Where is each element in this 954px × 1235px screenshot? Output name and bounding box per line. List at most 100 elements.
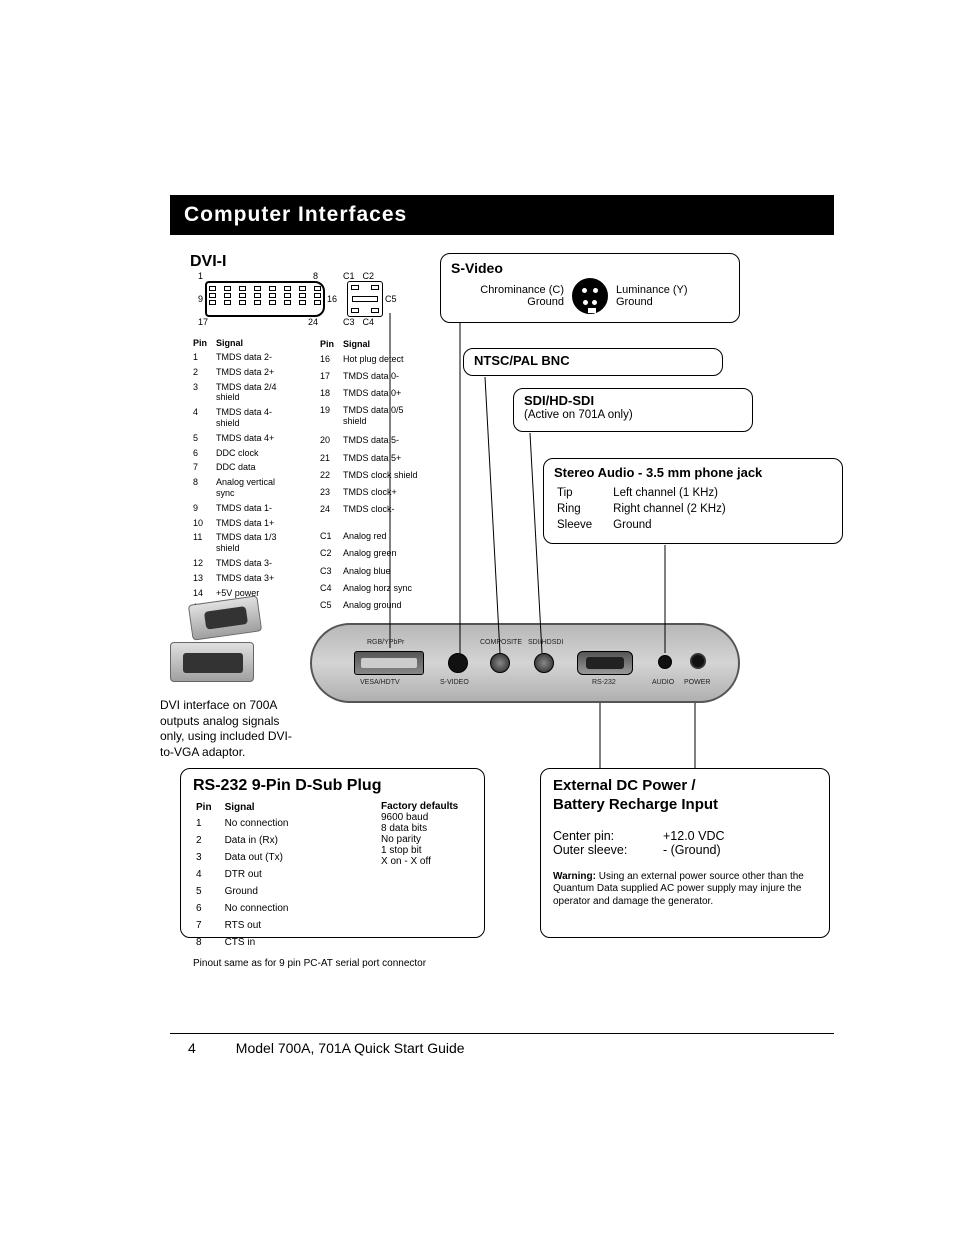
power-warning: Warning: Using an external power source …	[553, 871, 817, 909]
device-rear-panel: RGB/YPbPr VESA/HDTV S-VIDEO COMPOSITE SD…	[310, 623, 740, 703]
rs232-footnote: Pinout same as for 9 pin PC-AT serial po…	[193, 958, 472, 969]
rs232-port-icon	[577, 651, 633, 675]
audio-table: TipLeft channel (1 KHz) RingRight channel…	[554, 484, 729, 534]
table-row: 7DDC data	[192, 461, 301, 474]
audio-title: Stereo Audio - 3.5 mm phone jack	[554, 465, 832, 480]
footer-rule	[170, 1033, 834, 1034]
dvi-title: DVI-I	[190, 253, 226, 271]
port-label: COMPOSITE	[480, 639, 522, 646]
bnc-port-icon	[534, 653, 554, 673]
table-row: 1TMDS data 2-	[192, 351, 301, 364]
svideo-box: S-Video Chrominance (C) Ground Luminance…	[440, 253, 740, 323]
section-title: Computer Interfaces	[170, 195, 834, 235]
table-row: C3Analog blue	[319, 565, 428, 580]
ntsc-box: NTSC/PAL BNC	[463, 348, 723, 376]
table-row: 8CTS in	[195, 935, 299, 950]
svideo-connector-icon	[572, 278, 608, 314]
dvi-connector-diagram: 1 8 9	[198, 271, 397, 327]
rs232-default: X on - X off	[381, 856, 458, 867]
content-area: DVI-I 1 8 9	[170, 253, 834, 1023]
port-label: RGB/YPbPr	[367, 639, 404, 646]
table-header: Signal	[215, 337, 301, 349]
page-footer: 4 Model 700A, 701A Quick Start Guide	[170, 1040, 834, 1056]
table-row: RingRight channel (2 KHz)	[556, 502, 727, 516]
dvi-pin-label: 9	[198, 294, 203, 304]
table-row: 4DTR out	[195, 867, 299, 882]
dvi-pin-label: C4	[363, 317, 375, 327]
table-row: 20TMDS data 5-	[319, 434, 428, 449]
dvi-pin-label: 16	[327, 294, 337, 304]
page-number: 4	[188, 1040, 196, 1056]
table-row: 2Data in (Rx)	[195, 833, 299, 848]
dvi-pin-label: 24	[308, 317, 318, 327]
dvi-pin-label: 17	[198, 317, 208, 327]
table-row: 12TMDS data 3-	[192, 557, 301, 570]
power-port-icon	[690, 653, 706, 669]
port-label: VESA/HDTV	[360, 679, 400, 686]
table-row: 11TMDS data 1/3 shield	[192, 531, 301, 555]
rs232-default: No parity	[381, 834, 458, 845]
svideo-port-icon	[448, 653, 468, 673]
table-header: Pin	[195, 801, 222, 814]
table-row: 5Ground	[195, 884, 299, 899]
dvi-block: DVI-I 1 8 9	[190, 253, 430, 616]
rs232-table: PinSignal 1No connection 2Data in (Rx) 3Da…	[193, 799, 301, 952]
table-row: 3TMDS data 2/4 shield	[192, 381, 301, 405]
table-row: 21TMDS data 5+	[319, 452, 428, 467]
table-row: 5TMDS data 4+	[192, 432, 301, 445]
port-label: POWER	[684, 679, 710, 686]
table-row: 2TMDS data 2+	[192, 366, 301, 379]
svideo-label: Luminance (Y)	[616, 284, 729, 296]
dvi-pin-label: C2	[363, 271, 375, 281]
dvi-note: DVI interface on 700A outputs analog sig…	[160, 698, 300, 760]
sdi-sub: (Active on 701A only)	[524, 408, 742, 423]
audio-port-icon	[658, 655, 672, 669]
table-row: 24TMDS clock-	[319, 503, 428, 518]
rs232-defaults-header: Factory defaults	[381, 801, 458, 812]
table-row: TipLeft channel (1 KHz)	[556, 486, 727, 500]
table-row: 22TMDS clock shield	[319, 469, 428, 484]
power-box: External DC Power / Battery Recharge Inp…	[540, 768, 830, 938]
rs232-default: 8 data bits	[381, 823, 458, 834]
table-header: Signal	[342, 337, 428, 351]
port-label: S-VIDEO	[440, 679, 469, 686]
table-row: 1No connection	[195, 816, 299, 831]
rs232-default: 1 stop bit	[381, 845, 458, 856]
table-row: 23TMDS clock+	[319, 486, 428, 501]
table-row: 6DDC clock	[192, 447, 301, 460]
sdi-box: SDI/HD-SDI (Active on 701A only)	[513, 388, 753, 432]
table-header: Signal	[224, 801, 299, 814]
table-row: SleeveGround	[556, 518, 727, 532]
table-row: C5Analog ground	[319, 599, 428, 614]
dvi-pin-label: 8	[313, 271, 318, 281]
table-row: 9TMDS data 1-	[192, 502, 301, 515]
table-row: 7RTS out	[195, 918, 299, 933]
sdi-title: SDI/HD-SDI	[524, 393, 742, 408]
table-row: C4Analog horz sync	[319, 582, 428, 597]
footer-text: Model 700A, 701A Quick Start Guide	[236, 1040, 465, 1056]
table-row: 10TMDS data 1+	[192, 517, 301, 530]
port-label: AUDIO	[652, 679, 674, 686]
port-label: SDI/HDSDI	[528, 639, 563, 646]
table-header: Pin	[319, 337, 340, 351]
power-rows: Center pin:+12.0 VDC Outer sleeve:- (Gro…	[553, 829, 817, 857]
table-row: 4TMDS data 4- shield	[192, 406, 301, 430]
svideo-title: S-Video	[451, 260, 729, 276]
table-row: 17TMDS data 0-	[319, 370, 428, 385]
table-row: 3Data out (Tx)	[195, 850, 299, 865]
rs232-title: RS-232 9-Pin D-Sub Plug	[193, 777, 472, 795]
svideo-label: Ground	[616, 296, 729, 308]
ntsc-title: NTSC/PAL BNC	[474, 353, 712, 368]
dvi-port-icon	[354, 651, 424, 675]
table-row: 6No connection	[195, 901, 299, 916]
table-row: 19TMDS data 0/5 shield	[319, 404, 428, 432]
table-row: 13TMDS data 3+	[192, 572, 301, 585]
rs232-box: RS-232 9-Pin D-Sub Plug PinSignal 1No co…	[180, 768, 485, 938]
svideo-label: Chrominance (C)	[451, 284, 564, 296]
table-header: Pin	[192, 337, 213, 349]
audio-box: Stereo Audio - 3.5 mm phone jack TipLeft…	[543, 458, 843, 544]
table-row: 16Hot plug detect	[319, 353, 428, 368]
dvi-pin-label: C5	[385, 294, 397, 304]
dvi-pin-label: 1	[198, 271, 203, 281]
svideo-label: Ground	[451, 296, 564, 308]
